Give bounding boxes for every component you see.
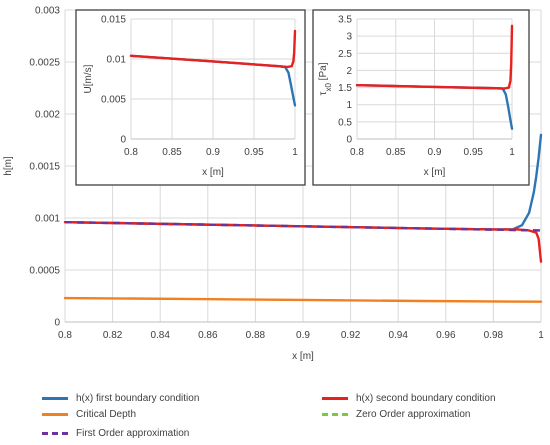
- y-axis-label: τx0 [Pa]: [318, 62, 333, 95]
- x-tick-label: 1: [292, 147, 298, 158]
- x-tick-label: 0.9: [428, 147, 442, 158]
- inset-velocity-plot: 0.8 0.85 0.9 0.95 1 0 0.005 0.01 0.015 x [m] U[m/s…: [75, 9, 306, 186]
- legend-item-first-boundary: h(x) first boundary condition: [42, 391, 199, 405]
- y-tick-label: 0.003: [35, 6, 60, 17]
- x-tick-label: 0.8: [350, 147, 364, 158]
- y-tick-label: 0.002: [35, 110, 60, 121]
- x-tick-label: 0.85: [162, 147, 182, 158]
- legend-item-critical-depth: Critical Depth: [42, 407, 136, 421]
- legend-item-second-boundary: h(x) second boundary condition: [322, 391, 496, 405]
- x-tick-label: 0.8: [124, 147, 138, 158]
- x-tick-label: 0.9: [296, 330, 310, 341]
- y-tick-label: 0.01: [107, 55, 127, 66]
- legend-swatch-first-order: [42, 431, 68, 435]
- legend-label-first-order: First Order approximation: [76, 427, 190, 439]
- x-tick-label: 0.9: [206, 147, 220, 158]
- x-tick-label: 0.8: [58, 330, 72, 341]
- x-tick-label: 0.94: [388, 330, 408, 341]
- legend-swatch-zero-order: [322, 412, 348, 416]
- x-tick-label: 0.82: [103, 330, 123, 341]
- legend-label-second-boundary: h(x) second boundary condition: [356, 392, 496, 404]
- series-line-2: [129, 29, 297, 69]
- inset-shear-stress-plot: 0.8 0.85 0.9 0.95 1 0 0.5 1 1.5 2 2.5 3 3.5 x [m] τx0 …: [312, 9, 530, 186]
- legend-swatch-second-boundary: [322, 396, 348, 400]
- series-line-2: [355, 24, 514, 90]
- y-tick-label: 0.001: [35, 214, 60, 225]
- legend-label-critical-depth: Critical Depth: [76, 408, 137, 420]
- series-line-3: [63, 296, 543, 303]
- x-tick-label: 1: [538, 330, 544, 341]
- x-axis-label: x [m]: [202, 167, 224, 178]
- y-tick-label: 1: [346, 100, 352, 111]
- y-tick-label: 3: [346, 32, 352, 43]
- series-line-5: [64, 220, 542, 232]
- y-tick-label: 0.0005: [29, 266, 60, 277]
- y-tick-label: 2: [346, 66, 352, 77]
- x-tick-label: 0.95: [464, 147, 484, 158]
- x-tick-label: 0.98: [484, 330, 504, 341]
- y-axis-label: U[m/s]: [83, 64, 94, 93]
- legend-swatch-first-boundary: [42, 396, 68, 400]
- y-tick-label: 0.0025: [29, 58, 60, 69]
- x-axis-label: x [m]: [292, 351, 314, 362]
- y-tick-label: 0.0015: [29, 162, 60, 173]
- series-line-2: [63, 220, 543, 263]
- x-tick-label: 0.96: [436, 330, 456, 341]
- y-tick-label: 0.015: [101, 15, 126, 26]
- x-tick-label: 0.88: [246, 330, 266, 341]
- y-tick-label: 0.5: [338, 117, 352, 128]
- inset-u-plot-frame: [75, 9, 306, 186]
- y-tick-label: 2.5: [338, 49, 352, 60]
- y-axis-label: h[m]: [3, 156, 14, 176]
- y-tick-label: 0: [346, 135, 352, 146]
- legend-label-zero-order: Zero Order approximation: [356, 408, 471, 420]
- legend-item-first-order: First Order approximation: [42, 426, 189, 440]
- legend-label-first-boundary: h(x) first boundary condition: [76, 392, 200, 404]
- legend-item-zero-order: Zero Order approximation: [322, 407, 471, 421]
- x-tick-label: 0.95: [244, 147, 264, 158]
- legend-swatch-critical-depth: [42, 412, 68, 416]
- inset-tau-plot-frame: [312, 9, 530, 186]
- x-tick-label: 0.84: [150, 330, 170, 341]
- x-tick-label: 0.86: [198, 330, 218, 341]
- y-tick-label: 0.005: [101, 95, 126, 106]
- y-tick-label: 1.5: [338, 83, 352, 94]
- y-tick-label: 0: [120, 135, 126, 146]
- x-axis-label: x [m]: [424, 167, 446, 178]
- y-tick-label: 3.5: [338, 15, 352, 26]
- x-tick-label: 1: [509, 147, 515, 158]
- x-tick-label: 0.85: [386, 147, 406, 158]
- y-tick-label: 0: [54, 318, 60, 329]
- x-tick-label: 0.92: [341, 330, 361, 341]
- chart-legend: h(x) first boundary condition h(x) secon…: [0, 388, 550, 445]
